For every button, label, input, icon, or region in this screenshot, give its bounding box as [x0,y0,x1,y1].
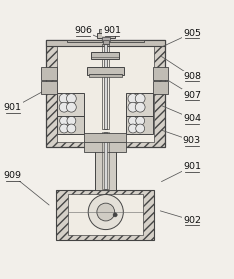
Text: 902: 902 [183,216,201,225]
Circle shape [136,116,145,125]
Bar [126,116,153,134]
Bar [67,40,144,42]
Bar [57,45,154,142]
Text: 906: 906 [74,26,92,35]
Circle shape [128,124,137,133]
Bar [104,44,107,129]
Circle shape [88,194,123,230]
Bar [91,52,119,59]
Circle shape [97,203,115,221]
Bar [99,29,112,33]
Bar [104,133,107,189]
Bar [153,81,168,94]
Bar [41,81,57,94]
Bar [57,93,84,116]
Text: 901: 901 [103,26,121,35]
Bar [102,37,110,41]
Circle shape [135,102,145,112]
Circle shape [60,124,69,133]
Circle shape [59,94,69,104]
Circle shape [135,94,145,104]
Bar [95,151,116,190]
Text: 909: 909 [4,171,22,180]
Bar [87,67,124,75]
Bar [102,44,109,129]
Text: 908: 908 [183,72,201,81]
Circle shape [67,124,76,133]
Text: 904: 904 [183,114,201,123]
Bar [97,33,115,38]
Circle shape [59,102,69,112]
Circle shape [67,116,76,125]
Bar [41,67,57,80]
Text: 905: 905 [183,28,201,38]
Circle shape [128,102,138,112]
Bar [46,40,165,146]
Bar [103,40,109,44]
Circle shape [136,124,145,133]
Circle shape [60,116,69,125]
Bar [68,194,143,235]
Bar [84,133,126,142]
Bar [153,67,168,80]
Circle shape [128,94,138,104]
Bar [46,40,165,46]
Bar [56,190,154,240]
Text: 907: 907 [183,91,201,100]
Circle shape [113,213,117,217]
Text: 901: 901 [183,162,201,171]
Bar [102,133,109,189]
Bar [126,93,153,116]
Bar [84,141,126,152]
Circle shape [128,116,137,125]
Circle shape [66,102,76,112]
Text: 901: 901 [4,104,22,112]
Bar [57,116,84,134]
Text: 903: 903 [183,136,201,145]
Bar [89,74,122,78]
Circle shape [66,94,76,104]
